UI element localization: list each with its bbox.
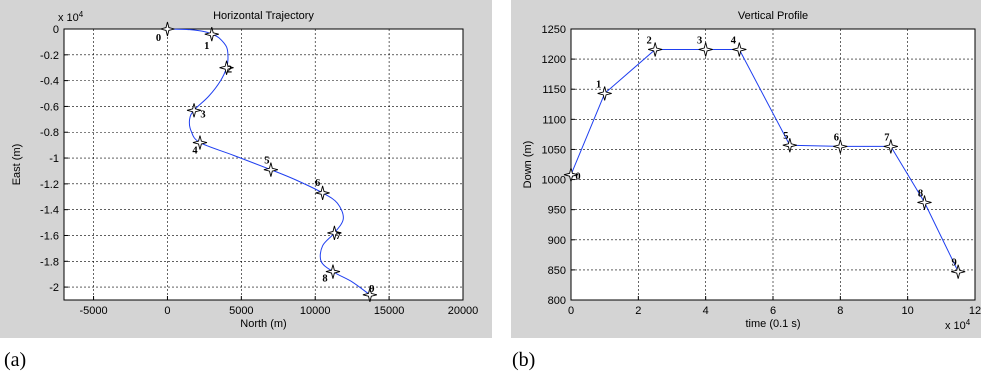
waypoint-marker	[192, 135, 208, 150]
y-tick-label: -1.6	[40, 230, 59, 242]
y-tick-label: 900	[548, 235, 566, 247]
y-tick-label: 1100	[542, 114, 566, 126]
chart-title: Horizontal Trajectory	[213, 10, 314, 22]
x-tick-label: 8	[837, 305, 843, 317]
waypoint-label: 3	[200, 109, 205, 120]
waypoint-label: 6	[834, 132, 839, 143]
waypoint-marker	[917, 195, 932, 210]
waypoint-marker	[883, 139, 898, 154]
y-tick-label: -1.2	[40, 179, 59, 191]
waypoint-label: 4	[192, 146, 198, 157]
waypoint-label: 4	[731, 35, 737, 46]
waypoint-label: 8	[918, 188, 923, 199]
y-tick-label: -0.2	[40, 50, 59, 62]
waypoint-marker	[782, 138, 797, 153]
y-tick-label: -2	[49, 282, 59, 294]
x-tick-label: -5000	[79, 305, 107, 317]
waypoint-marker	[732, 42, 747, 57]
waypoint-label: 9	[952, 258, 957, 269]
waypoint-marker	[698, 42, 713, 57]
waypoint-label: 3	[697, 35, 702, 46]
x-tick-label: 20000	[448, 305, 479, 317]
y-axis-label: East (m)	[11, 144, 23, 186]
y-axis-label: Down (m)	[522, 141, 534, 189]
x-tick-label: 12	[969, 305, 981, 317]
figure-label-b: (b)	[512, 349, 536, 371]
waypoint-marker	[219, 60, 234, 75]
x-tick-label: 2	[635, 305, 641, 317]
y-tick-label: 950	[548, 205, 566, 217]
y-tick-label: 1150	[542, 84, 566, 96]
figure-label-a: (a)	[4, 349, 27, 371]
x-tick-label: 10000	[300, 305, 331, 317]
y-tick-label: 1200	[542, 54, 566, 66]
waypoint-label: 2	[647, 35, 652, 46]
waypoint-marker	[951, 264, 966, 279]
waypoint-label: 7	[336, 231, 341, 242]
y-tick-label: -0.8	[40, 127, 59, 139]
waypoint-label: 8	[322, 274, 327, 285]
waypoint-marker	[597, 86, 612, 101]
waypoint-label: 5	[783, 131, 788, 142]
waypoint-label: 5	[264, 156, 269, 167]
waypoint-label: 0	[156, 33, 161, 44]
x-axis-label: North (m)	[240, 318, 286, 330]
waypoint-marker	[204, 27, 219, 42]
x-tick-label: 10	[902, 305, 914, 317]
horizontal-trajectory-chart: -5000 0 5000 10000 15000 20000 0 -0.2 -0.4 -0.6 -0…	[11, 10, 478, 330]
x-tick-label: 5000	[229, 305, 253, 317]
waypoint-marker	[833, 139, 848, 154]
y-tick-label: 0	[53, 24, 59, 36]
waypoint-marker	[263, 162, 279, 177]
waypoint-marker	[186, 103, 202, 118]
y-tick-label: 850	[548, 265, 566, 277]
waypoint-label: 9	[369, 284, 374, 295]
x-axis-label: time (0.1 s)	[745, 318, 800, 330]
x-tick-label: 6	[770, 305, 776, 317]
waypoint-label: 1	[596, 79, 601, 90]
y-tick-label: 800	[548, 295, 566, 307]
y-tick-label: -1	[49, 153, 59, 165]
waypoint-marker	[160, 21, 175, 37]
waypoint-label: 6	[315, 178, 320, 189]
y-tick-label: 1050	[542, 144, 566, 156]
waypoint-marker	[648, 42, 663, 57]
y-tick-label: -0.6	[40, 101, 59, 113]
waypoint-marker	[325, 264, 341, 279]
y-tick-label: -1.8	[40, 256, 59, 268]
waypoint-marker	[315, 185, 330, 201]
x-tick-label: 4	[703, 305, 709, 317]
x-axis-multiplier: x 104	[945, 318, 971, 332]
waypoint-marker	[327, 225, 342, 241]
chart-title: Vertical Profile	[738, 10, 808, 22]
waypoint-label: 2	[227, 65, 232, 76]
trajectory-line	[167, 28, 371, 296]
trajectory-line	[570, 49, 959, 272]
y-tick-label: 1000	[542, 175, 566, 187]
waypoint-label: 0	[575, 172, 580, 183]
plot-area	[63, 28, 464, 301]
y-tick-label: -0.4	[40, 76, 59, 88]
waypoint-label: 1	[204, 41, 209, 52]
y-tick-label: 1250	[542, 24, 566, 36]
waypoint-marker	[362, 287, 378, 302]
x-tick-label: 15000	[374, 305, 405, 317]
waypoint-marker	[563, 167, 579, 182]
vertical-profile-chart: 0 2 4 6 8 10 128008509009501000105011001150120…	[522, 10, 981, 330]
x-tick-label: 0	[164, 305, 170, 317]
y-axis-multiplier: x 104	[58, 10, 84, 24]
y-tick-label: -1.4	[40, 205, 59, 217]
waypoint-label: 7	[884, 132, 889, 143]
x-tick-label: 0	[568, 305, 574, 317]
